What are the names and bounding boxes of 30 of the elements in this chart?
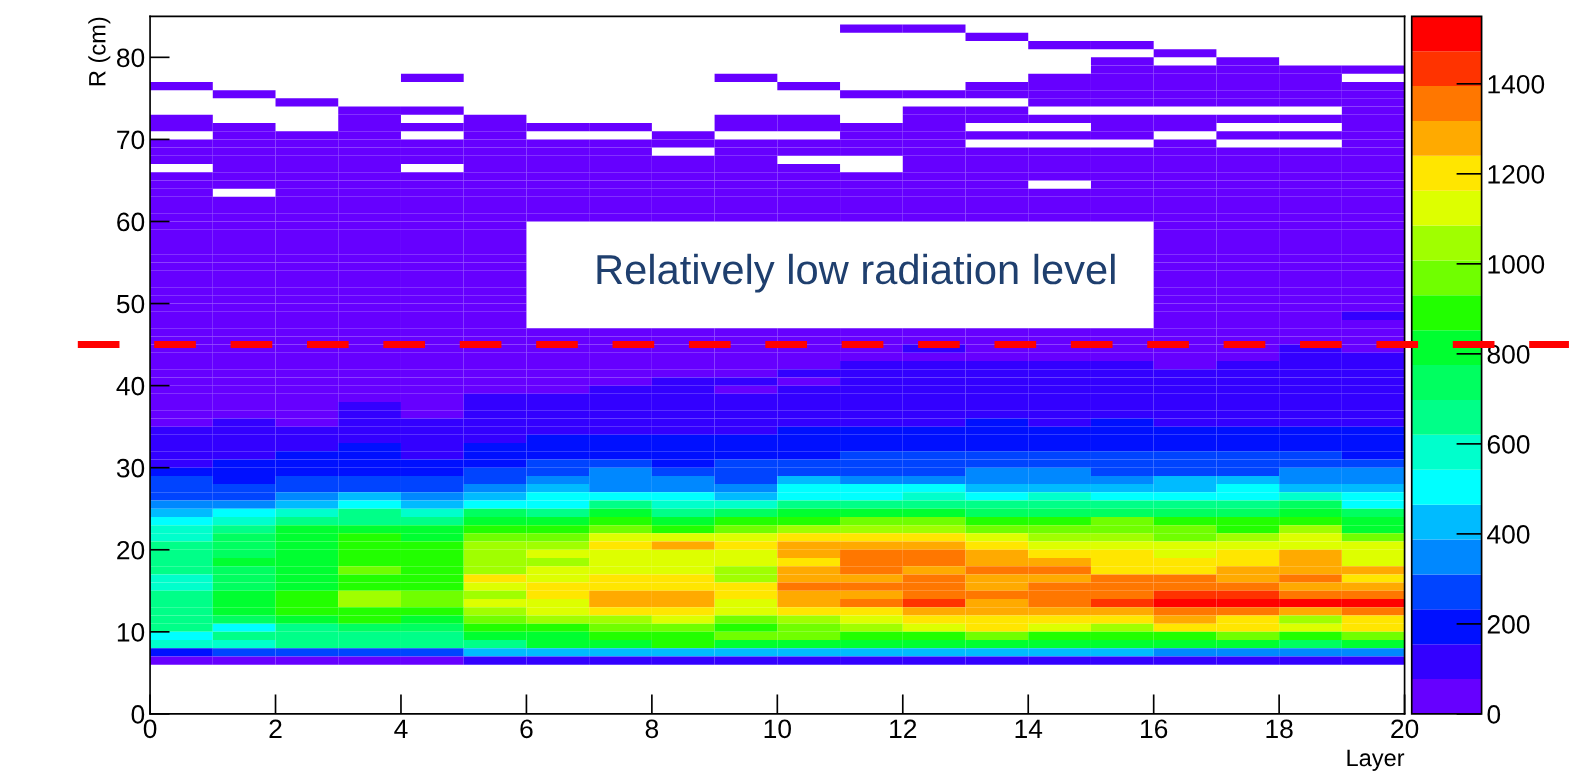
color-bar-label: 800 bbox=[1487, 344, 1530, 364]
x-tick-label: 16 bbox=[1141, 719, 1168, 739]
y-tick-label: 30 bbox=[116, 458, 145, 478]
y-tick-label: 80 bbox=[117, 48, 145, 68]
annotation: Relatively low radiation level bbox=[597, 253, 1115, 293]
x-axis-title: Layer bbox=[1347, 749, 1405, 771]
y-tick-label: 60 bbox=[117, 212, 145, 232]
y-tick-label: 70 bbox=[117, 130, 145, 150]
color-bar-label: 1000 bbox=[1488, 254, 1545, 274]
y-tick-label: 20 bbox=[117, 540, 145, 560]
x-tick-label: 14 bbox=[1015, 719, 1043, 738]
x-tick-label: 12 bbox=[890, 719, 917, 738]
x-tick-label: 20 bbox=[1391, 719, 1419, 739]
y-tick-label: 40 bbox=[116, 376, 145, 396]
color-bar-label: 400 bbox=[1487, 525, 1530, 544]
y-tick-label: 50 bbox=[116, 294, 145, 314]
color-bar-label: 200 bbox=[1487, 615, 1530, 634]
color-bar-label: 1400 bbox=[1488, 74, 1545, 94]
x-tick-label: 8 bbox=[645, 719, 659, 739]
y-tick-label: 0 bbox=[131, 705, 145, 724]
x-tick-label: 10 bbox=[764, 719, 791, 739]
x-tick-label: 4 bbox=[394, 719, 408, 738]
y-axis-title: R (cm) bbox=[88, 17, 111, 86]
color-bar-label: 600 bbox=[1487, 435, 1530, 454]
x-tick-label: 6 bbox=[520, 719, 533, 739]
color-bar-label: 0 bbox=[1487, 705, 1501, 724]
color-bar-label: 1200 bbox=[1488, 164, 1545, 184]
y-tick-label: 10 bbox=[117, 622, 145, 642]
x-tick-label: 18 bbox=[1266, 719, 1293, 739]
x-tick-label: 2 bbox=[269, 719, 282, 738]
